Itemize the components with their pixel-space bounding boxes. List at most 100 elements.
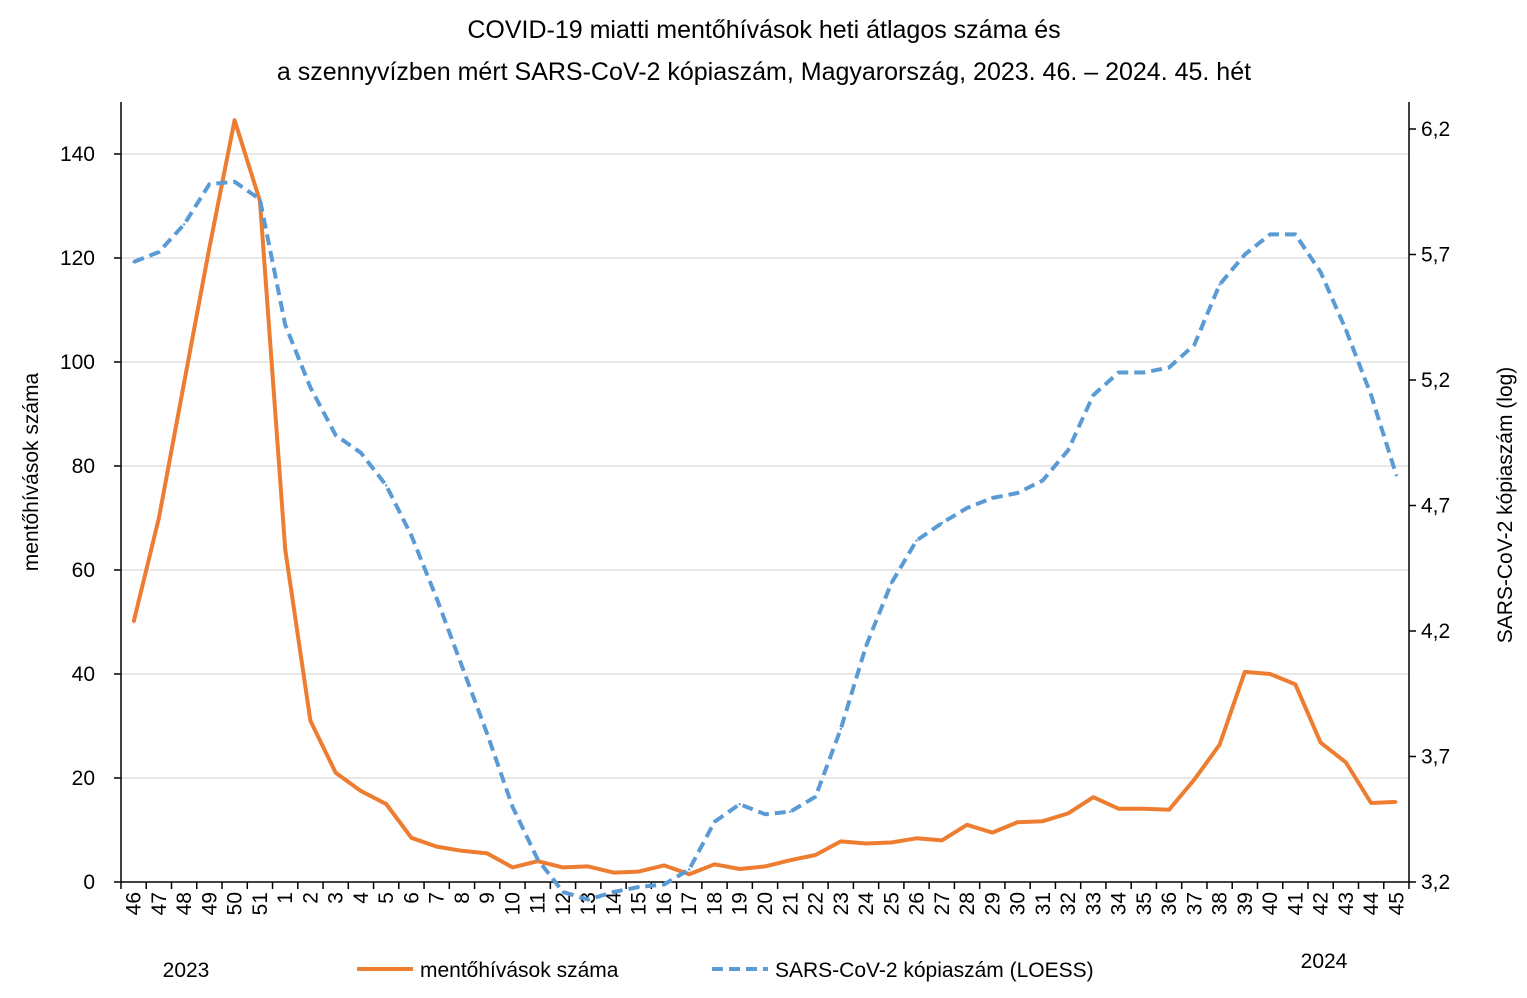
series-line-ambulance-calls — [131, 118, 1397, 877]
data-point-ambulance-calls — [561, 866, 565, 869]
data-point-sars-cov-2 — [460, 664, 464, 668]
data-point-sars-cov-2 — [132, 260, 135, 264]
x-tick-label: 49 — [198, 892, 221, 915]
x-tick-label: 17 — [678, 892, 701, 915]
x-tick-label: 38 — [1209, 892, 1232, 915]
data-point-sars-cov-2 — [1395, 474, 1398, 477]
data-point-ambulance-calls — [713, 863, 716, 866]
data-point-ambulance-calls — [1066, 812, 1070, 815]
right-tick-label: 5,2 — [1421, 369, 1450, 392]
data-point-sars-cov-2 — [864, 644, 868, 648]
left-axis-ticks: 0 20 40 60 80 100 120 140 — [60, 143, 121, 894]
x-tick-label: 23 — [830, 892, 853, 915]
data-point-ambulance-calls — [890, 841, 893, 844]
data-point-sars-cov-2 — [1092, 393, 1095, 397]
x-tick-label: 4 — [350, 892, 373, 904]
x-tick-label: 51 — [249, 892, 272, 915]
data-point-sars-cov-2 — [688, 868, 691, 871]
data-point-sars-cov-2 — [1218, 283, 1221, 286]
series-line-sars-cov-2 — [132, 179, 1399, 902]
x-tick-label: 30 — [1007, 892, 1030, 915]
data-point-ambulance-calls — [587, 865, 590, 868]
data-point-ambulance-calls — [940, 839, 943, 842]
x-tick-label: 9 — [476, 892, 499, 904]
data-point-sars-cov-2 — [309, 386, 312, 389]
right-tick-label: 3,7 — [1421, 746, 1450, 769]
x-tick-label: 1 — [274, 892, 297, 904]
data-point-ambulance-calls — [233, 119, 236, 122]
data-point-sars-cov-2 — [1319, 270, 1322, 274]
left-tick-label: 120 — [60, 247, 95, 270]
x-tick-label: 27 — [931, 892, 954, 915]
data-point-sars-cov-2 — [1294, 233, 1297, 236]
data-point-ambulance-calls — [864, 842, 868, 845]
data-point-sars-cov-2 — [1369, 393, 1373, 397]
data-point-sars-cov-2 — [1268, 233, 1272, 236]
x-tick-label: 2 — [299, 892, 322, 904]
data-point-ambulance-calls — [1344, 761, 1348, 764]
x-tick-label: 20 — [754, 892, 777, 915]
data-point-sars-cov-2 — [486, 732, 489, 736]
left-tick-label: 0 — [83, 871, 95, 894]
chart-title-line1: COVID-19 miatti mentőhívások heti átlago… — [467, 16, 1060, 44]
data-point-ambulance-calls — [1268, 672, 1272, 676]
data-point-ambulance-calls — [1167, 808, 1171, 811]
data-point-ambulance-calls — [662, 864, 666, 867]
x-tick-label: 40 — [1259, 892, 1282, 915]
data-point-sars-cov-2 — [587, 898, 590, 901]
data-point-sars-cov-2 — [713, 820, 716, 823]
x-tick-label: 33 — [1082, 892, 1105, 915]
data-point-sars-cov-2 — [991, 496, 994, 500]
data-point-sars-cov-2 — [284, 323, 287, 326]
data-point-ambulance-calls — [915, 837, 918, 840]
x-tick-label: 10 — [501, 892, 524, 915]
data-point-ambulance-calls — [839, 840, 842, 843]
right-axis-ticks: 3,2 3,7 4,2 4,7 5,2 5,7 6,2 — [1409, 118, 1450, 894]
data-point-sars-cov-2 — [662, 883, 666, 886]
data-point-ambulance-calls — [1016, 821, 1019, 824]
left-tick-label: 20 — [72, 767, 95, 790]
data-point-ambulance-calls — [991, 831, 994, 834]
x-tick-label: 14 — [602, 892, 625, 916]
data-point-ambulance-calls — [965, 823, 969, 826]
legend-label-sars-cov-2: SARS-CoV-2 kópiaszám (LOESS) — [775, 959, 1094, 982]
data-point-ambulance-calls — [334, 771, 337, 774]
x-tick-label: 35 — [1133, 892, 1156, 915]
left-tick-label: 80 — [72, 455, 95, 478]
data-point-ambulance-calls — [688, 873, 691, 876]
x-tick-label: 25 — [880, 892, 903, 915]
x-tick-label: 45 — [1385, 892, 1408, 915]
right-tick-label: 4,2 — [1421, 620, 1450, 643]
data-point-ambulance-calls — [1041, 820, 1045, 823]
data-point-sars-cov-2 — [410, 534, 413, 537]
x-tick-label: 42 — [1310, 892, 1333, 915]
data-point-ambulance-calls — [1243, 670, 1247, 674]
data-point-ambulance-calls — [132, 620, 135, 624]
left-tick-label: 100 — [60, 351, 95, 374]
x-tick-label: 28 — [956, 892, 979, 915]
x-tick-label: 21 — [779, 892, 802, 915]
data-point-ambulance-calls — [208, 246, 211, 249]
left-tick-label: 140 — [60, 143, 95, 166]
data-point-ambulance-calls — [410, 836, 413, 839]
data-point-sars-cov-2 — [915, 539, 918, 542]
data-point-sars-cov-2 — [940, 521, 943, 525]
x-tick-label: 44 — [1360, 892, 1383, 916]
data-point-ambulance-calls — [486, 852, 489, 855]
x-tick-label: 8 — [451, 892, 474, 904]
data-point-ambulance-calls — [1395, 800, 1398, 804]
x-tick-label: 41 — [1284, 892, 1307, 915]
data-point-sars-cov-2 — [258, 198, 262, 201]
data-point-ambulance-calls — [763, 865, 767, 868]
x-tick-label: 34 — [1108, 892, 1131, 916]
x-tick-label: 36 — [1158, 892, 1181, 915]
data-point-sars-cov-2 — [1016, 491, 1019, 495]
x-tick-label: 15 — [628, 892, 651, 915]
left-tick-label: 60 — [72, 559, 95, 582]
x-tick-label: 29 — [981, 892, 1004, 915]
legend-label-ambulance-calls: mentőhívások száma — [420, 959, 619, 982]
data-point-sars-cov-2 — [561, 890, 565, 894]
x-tick-label: 43 — [1335, 892, 1358, 915]
